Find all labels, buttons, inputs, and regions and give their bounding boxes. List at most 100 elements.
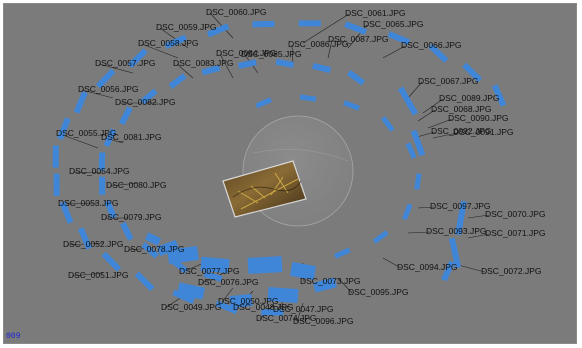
camera-plane[interactable]: [410, 129, 426, 157]
camera-leader-line: [467, 233, 490, 239]
camera-plane[interactable]: [428, 43, 449, 63]
camera-plane[interactable]: [118, 106, 133, 126]
camera-label: DSC_0080.JPG: [106, 180, 167, 190]
camera-label: DSC_0084.JPG: [216, 48, 277, 58]
camera-plane[interactable]: [247, 256, 283, 274]
camera-label: DSC_0079.JPG: [101, 212, 162, 222]
camera-plane[interactable]: [275, 58, 295, 68]
camera-leader-line: [407, 231, 431, 234]
camera-leader-line: [337, 277, 353, 294]
camera-plane[interactable]: [229, 293, 253, 309]
camera-label: DSC_0082.JPG: [115, 97, 176, 107]
camera-plane[interactable]: [168, 73, 187, 89]
reconstruction-scene[interactable]: [3, 3, 577, 344]
camera-plane[interactable]: [397, 86, 419, 116]
camera-plane[interactable]: [344, 21, 367, 35]
camera-plane[interactable]: [462, 62, 483, 83]
camera-plane[interactable]: [346, 70, 366, 86]
camera-label: DSC_0096.JPG: [293, 316, 354, 326]
camera-plane[interactable]: [298, 20, 321, 27]
camera-plane[interactable]: [312, 63, 332, 73]
camera-plane[interactable]: [95, 68, 116, 89]
camera-plane[interactable]: [334, 247, 351, 259]
camera-label: DSC_0060.JPG: [206, 7, 267, 17]
camera-leader-line: [209, 12, 234, 39]
camera-plane[interactable]: [127, 48, 148, 68]
camera-plane[interactable]: [289, 262, 317, 280]
camera-plane[interactable]: [402, 203, 413, 221]
camera-plane[interactable]: [455, 200, 467, 236]
camera-plane[interactable]: [144, 232, 162, 246]
camera-label: DSC_0097.JPG: [430, 201, 491, 211]
camera-plane[interactable]: [134, 271, 155, 292]
camera-leader-line: [417, 206, 435, 209]
camera-label: DSC_0073.JPG: [300, 276, 361, 286]
camera-label: DSC_0090.JPG: [448, 113, 509, 123]
camera-plane[interactable]: [201, 64, 221, 76]
camera-plane[interactable]: [405, 142, 417, 159]
camera-plane[interactable]: [53, 173, 60, 196]
camera-plane[interactable]: [59, 201, 74, 224]
camera-plane[interactable]: [120, 221, 134, 241]
camera-plane[interactable]: [156, 239, 180, 257]
camera-plane[interactable]: [313, 277, 337, 293]
camera-plane[interactable]: [448, 237, 462, 269]
camera-leader-line: [291, 44, 294, 64]
camera-leader-line: [417, 109, 436, 122]
camera-label: DSC_0083.JPG: [173, 58, 234, 68]
camera-leader-line: [141, 43, 179, 59]
camera-leader-line: [176, 63, 194, 79]
camera-plane[interactable]: [57, 117, 71, 141]
camera-plane[interactable]: [206, 23, 230, 38]
camera-label: DSC_0094.JPG: [397, 262, 458, 272]
camera-plane[interactable]: [299, 94, 317, 102]
camera-label: DSC_0055.JPG: [56, 128, 117, 138]
camera-label: DSC_0089.JPG: [439, 93, 500, 103]
camera-plane[interactable]: [104, 199, 117, 219]
camera-plane[interactable]: [73, 91, 88, 114]
3d-viewport[interactable]: DSC_0060.JPG DSC_0061.JPG DSC_0065.JPG DSC_…: [3, 3, 577, 344]
camera-leader-line: [302, 13, 350, 44]
camera-plane[interactable]: [200, 256, 230, 274]
camera-plane[interactable]: [141, 242, 159, 259]
camera-label: DSC_0093.JPG: [426, 226, 487, 236]
camera-plane[interactable]: [261, 309, 284, 316]
camera-plane[interactable]: [139, 88, 158, 105]
camera-plane[interactable]: [98, 152, 106, 171]
camera-label: DSC_0074.JPG: [256, 313, 317, 323]
camera-plane[interactable]: [77, 227, 93, 250]
camera-plane[interactable]: [372, 230, 389, 244]
camera-label: DSC_0071.JPG: [485, 228, 546, 238]
camera-label: DSC_0095.JPG: [348, 287, 409, 297]
camera-plane[interactable]: [255, 97, 272, 109]
camera-plane[interactable]: [203, 271, 223, 282]
camera-plane[interactable]: [215, 300, 238, 315]
camera-plane[interactable]: [267, 286, 299, 304]
camera-plane[interactable]: [103, 128, 117, 148]
camera-plane[interactable]: [414, 173, 422, 190]
camera-label: DSC_0050.JPG: [218, 296, 279, 306]
camera-label: DSC_0068.JPG: [431, 104, 492, 114]
camera-label: DSC_0070.JPG: [485, 209, 546, 219]
camera-leader-line: [296, 302, 304, 323]
camera-label: DSC_0054.JPG: [69, 166, 130, 176]
camera-plane[interactable]: [52, 145, 59, 168]
camera-label: DSC_0066.JPG: [401, 40, 462, 50]
camera-plane[interactable]: [441, 260, 455, 282]
camera-label: DSC_0048.JPG: [233, 302, 294, 312]
camera-plane[interactable]: [177, 282, 205, 300]
camera-plane[interactable]: [491, 84, 507, 107]
camera-plane[interactable]: [252, 20, 275, 28]
reconstructed-mesh: [222, 160, 307, 218]
camera-leader-line: [109, 182, 139, 187]
camera-plane[interactable]: [387, 31, 411, 46]
camera-plane[interactable]: [237, 59, 257, 69]
camera-plane[interactable]: [164, 34, 188, 49]
camera-leader-line: [159, 27, 189, 49]
camera-leader-line: [221, 287, 234, 303]
camera-plane[interactable]: [99, 176, 106, 195]
camera-plane[interactable]: [101, 251, 122, 272]
camera-plane[interactable]: [381, 116, 395, 132]
camera-label: DSC_0051.JPG: [68, 270, 129, 280]
camera-plane[interactable]: [343, 100, 360, 111]
